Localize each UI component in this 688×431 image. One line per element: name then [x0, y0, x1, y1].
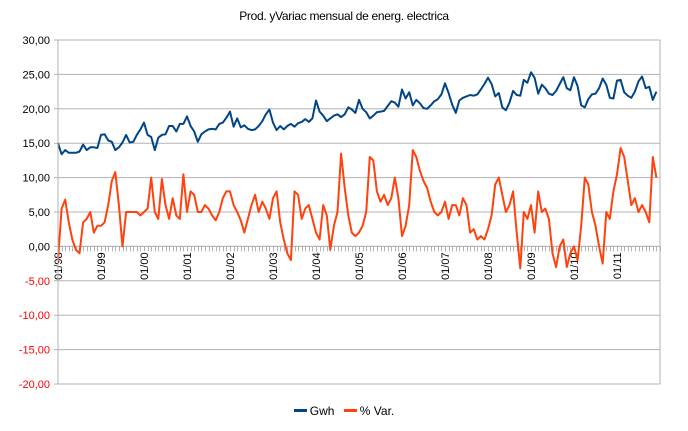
y-tick-label: 5,00 — [29, 207, 50, 219]
legend-swatch-var — [343, 409, 357, 412]
x-axis-tick-labels: 01/98 01/99 01/00 01/01 01/02 01/03 01/04 01/05… — [53, 252, 624, 280]
x-tick-label: 01/11 — [612, 252, 624, 279]
series-line-gwh — [57, 71, 658, 156]
x-tick-label: 01/07 — [440, 252, 452, 280]
x-tick-label: 01/04 — [311, 252, 323, 280]
x-tick-label: 01/99 — [96, 252, 108, 280]
x-axis — [58, 245, 661, 252]
legend-swatch-gwh — [293, 409, 307, 412]
x-tick-label: 01/01 — [182, 252, 194, 280]
y-axis-ticks: 30,00 25,00 20,00 15,00 10,00 5,00 0,00 -5,00 -1… — [19, 35, 50, 391]
y-tick-label: 10,00 — [22, 173, 50, 185]
legend-item-var: % Var. — [343, 403, 395, 418]
x-tick-label: 01/00 — [139, 252, 151, 280]
legend: Gwh % Var. — [0, 401, 688, 418]
x-tick-label: 01/03 — [268, 252, 280, 280]
series-group — [57, 71, 658, 270]
y-tick-label: -15,00 — [19, 345, 50, 357]
x-tick-label: 01/06 — [397, 252, 409, 280]
series-line-var — [57, 147, 658, 270]
y-tick-label: -20,00 — [19, 379, 50, 391]
y-tick-label: 30,00 — [22, 35, 50, 47]
x-tick-label: 01/10 — [569, 252, 581, 280]
x-tick-label: 01/98 — [53, 252, 65, 280]
y-tick-label: 0,00 — [29, 241, 50, 253]
legend-label-var: % Var. — [359, 403, 395, 418]
legend-label-gwh: Gwh — [309, 403, 335, 418]
x-tick-label: 01/02 — [225, 252, 237, 280]
y-tick-label: -10,00 — [19, 310, 50, 322]
x-tick-label: 01/09 — [526, 252, 538, 280]
y-tick-label: 20,00 — [22, 104, 50, 116]
plot-border — [57, 39, 661, 385]
chart-title: Prod. yVariac mensual de energ. electric… — [239, 9, 449, 23]
x-tick-label: 01/08 — [483, 252, 495, 280]
x-tick-label: 01/05 — [354, 252, 366, 280]
y-tick-label: -5,00 — [25, 276, 50, 288]
y-tick-label: 15,00 — [22, 138, 50, 150]
legend-item-gwh: Gwh — [293, 403, 335, 418]
y-tick-label: 25,00 — [22, 69, 50, 81]
